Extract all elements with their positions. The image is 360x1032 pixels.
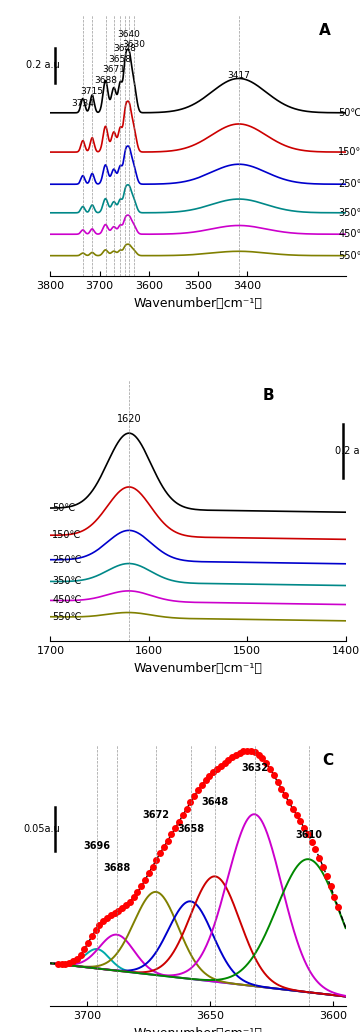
Text: 3672: 3672: [143, 810, 170, 820]
Text: 0.2 a.u: 0.2 a.u: [26, 61, 59, 70]
Text: 350℃: 350℃: [338, 207, 360, 218]
X-axis label: Wavenumber（cm⁻¹）: Wavenumber（cm⁻¹）: [134, 662, 262, 675]
Text: 3648: 3648: [202, 797, 229, 806]
Text: 3640: 3640: [118, 30, 140, 38]
Text: 350℃: 350℃: [52, 577, 82, 586]
Text: 150℃: 150℃: [338, 148, 360, 157]
Text: 250℃: 250℃: [52, 555, 82, 565]
Text: 3688: 3688: [94, 76, 117, 85]
Text: 50℃: 50℃: [338, 107, 360, 118]
Text: B: B: [263, 388, 275, 404]
Text: 3658: 3658: [177, 825, 204, 834]
Text: 3417: 3417: [228, 71, 250, 79]
Text: 450℃: 450℃: [338, 229, 360, 239]
Text: 3610: 3610: [295, 830, 322, 840]
Text: 3671: 3671: [102, 65, 125, 74]
Text: 250℃: 250℃: [338, 180, 360, 189]
Text: 3648: 3648: [114, 44, 137, 53]
Text: 1620: 1620: [117, 414, 141, 424]
Text: 550℃: 550℃: [52, 612, 82, 622]
Text: 0.05a.u: 0.05a.u: [23, 824, 60, 834]
Text: 3632: 3632: [241, 764, 268, 773]
Text: A: A: [319, 24, 331, 38]
Text: C: C: [323, 753, 334, 768]
Text: 3658: 3658: [109, 55, 132, 64]
X-axis label: Wavenumber（cm⁻¹）: Wavenumber（cm⁻¹）: [134, 296, 262, 310]
Text: 3734: 3734: [71, 99, 94, 108]
Text: 150℃: 150℃: [52, 530, 82, 540]
Text: 550℃: 550℃: [338, 251, 360, 261]
Text: 3715: 3715: [81, 87, 104, 96]
X-axis label: Wavenumber（cm⁻¹）: Wavenumber（cm⁻¹）: [134, 1027, 262, 1032]
Text: 450℃: 450℃: [52, 595, 82, 606]
Text: 0.2 a.u: 0.2 a.u: [335, 446, 360, 456]
Text: 3630: 3630: [122, 40, 145, 50]
Text: 50℃: 50℃: [52, 503, 76, 513]
Text: 3688: 3688: [103, 863, 130, 873]
Text: 3696: 3696: [84, 841, 111, 850]
